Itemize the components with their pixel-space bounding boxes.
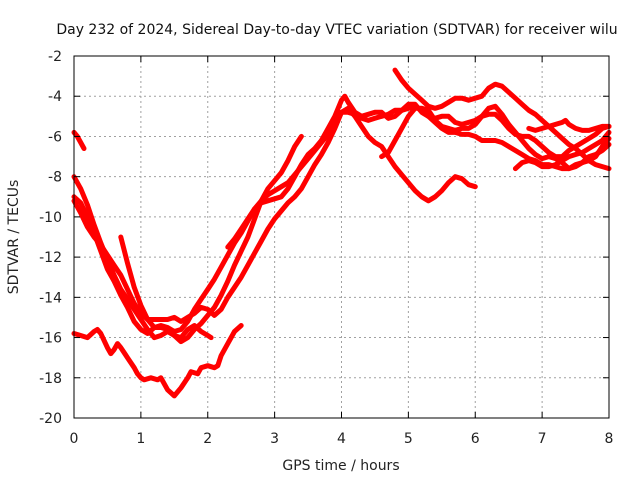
y-tick-label: -8 [48,170,62,186]
x-tick-label: 8 [605,431,614,447]
y-tick-label: -6 [48,129,62,145]
chart-title: Day 232 of 2024, Sidereal Day-to-day VTE… [56,22,617,38]
series-trace-t11 [71,129,87,151]
series-trace-t1 [71,323,244,399]
series-trace-t4 [71,105,478,324]
y-tick-label: -2 [48,49,62,65]
x-tick-label: 7 [538,431,547,447]
x-tick-label: 2 [203,431,212,447]
x-tick-label: 3 [270,431,279,447]
y-tick-label: -12 [39,250,62,266]
series-trace-t5 [118,103,612,334]
x-tick-label: 1 [136,431,145,447]
series-trace-t6 [225,93,612,250]
y-tick-label: -16 [39,331,62,347]
y-tick-label: -20 [39,411,62,427]
y-tick-label: -10 [39,210,62,226]
x-axis-label: GPS time / hours [282,458,399,474]
x-tick-label: 4 [337,431,346,447]
axis-ticks: 0 1 2 3 4 5 6 7 8 -2 -4 -6 -8 -10 -12 -14 -16 -18 -20 [39,49,613,447]
series-trace-t3 [71,133,304,345]
y-tick-label: -4 [48,89,62,105]
x-tick-label: 5 [404,431,413,447]
x-tick-label: 6 [471,431,480,447]
y-axis-label: SDTVAR / TECUs [6,180,22,295]
data-series [71,67,612,399]
series-trace-t10 [526,117,612,133]
grid-lines [74,56,609,418]
y-tick-label: -18 [39,371,62,387]
x-tick-label: 0 [70,431,79,447]
series-trace-t9 [512,129,612,172]
series-trace-t7 [392,67,612,172]
y-tick-label: -14 [39,290,62,306]
series-trace-t8 [379,103,612,172]
